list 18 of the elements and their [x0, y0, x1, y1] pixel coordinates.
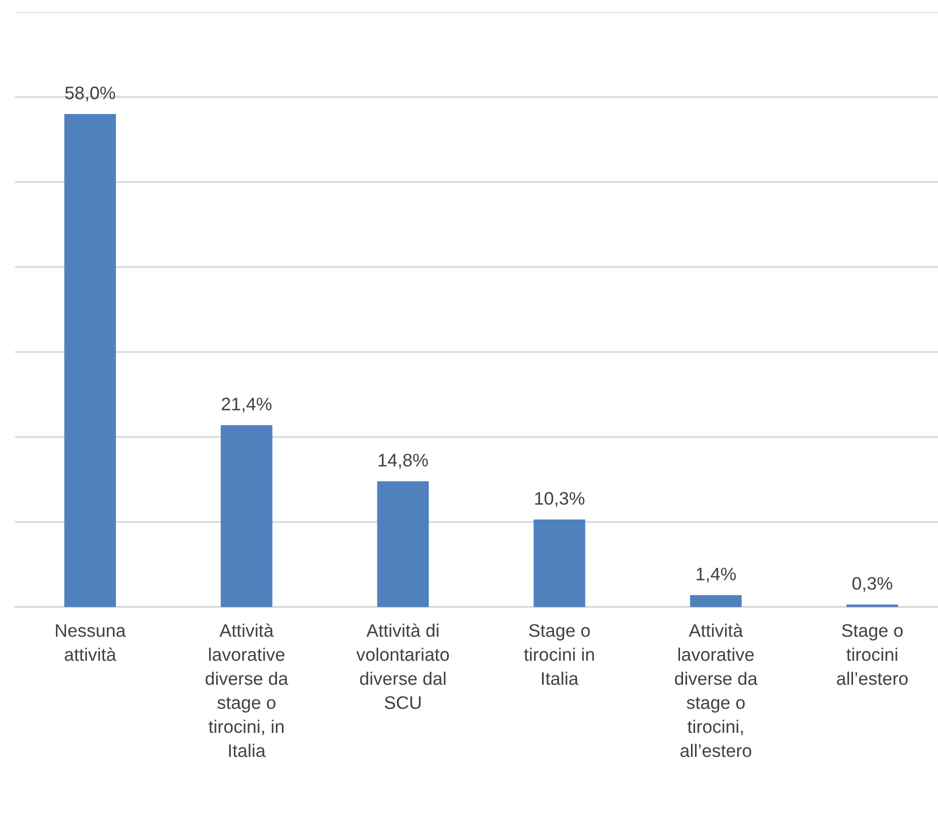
x-tick-label: Attività lavorative diverse da stage o tirocini, all’estero	[674, 623, 758, 758]
data-label: 0,3%	[852, 576, 892, 592]
bar	[377, 481, 429, 607]
bar	[534, 519, 586, 607]
x-tick-label: Stage o tirocini all’estero	[836, 624, 908, 685]
data-label: 58,0%	[65, 86, 116, 102]
bar	[690, 595, 742, 607]
x-tick-label: Nessuna attività	[56, 624, 126, 661]
x-tick-label: Stage o tirocini in Italia	[524, 624, 594, 685]
x-tick-label: Attività di volontariato diverse dal SCU	[356, 623, 449, 710]
bar	[220, 425, 272, 607]
x-tick-label: Attività lavorative diverse da stage o tirocini, in Italia	[206, 623, 288, 758]
bar	[64, 114, 116, 607]
data-label: 10,3%	[535, 492, 584, 507]
data-label: 14,8%	[378, 454, 428, 469]
bar	[846, 604, 898, 607]
data-label: 1,4%	[696, 568, 736, 583]
data-label: 21,4%	[222, 398, 272, 413]
